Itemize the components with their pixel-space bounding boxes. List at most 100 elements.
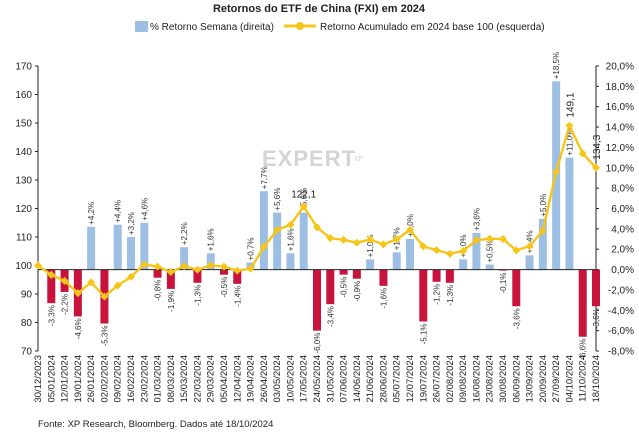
bar-value-label: +7,7% xyxy=(260,166,269,189)
x-axis-tick-label: 05/07/2024 xyxy=(392,355,403,403)
left-axis-tick-label: 170 xyxy=(15,62,32,73)
cumulative-point xyxy=(512,246,521,255)
bar-value-label: -4,6% xyxy=(74,318,83,339)
bar-value-label: +1,6% xyxy=(207,228,216,251)
left-axis-tick-label: 120 xyxy=(15,204,32,215)
x-axis-tick-label: 20/09/2024 xyxy=(538,355,549,403)
cumulative-point xyxy=(445,249,454,258)
bar-value-label: +0,5% xyxy=(486,240,495,263)
x-axis-tick-label: 26/01/2024 xyxy=(86,355,97,403)
right-axis-tick-label: 14,0% xyxy=(606,123,634,134)
x-axis-tick-label: 12/07/2024 xyxy=(405,355,416,403)
watermark-suffix: XP xyxy=(354,156,364,163)
legend-line-marker xyxy=(296,22,304,30)
cumulative-point xyxy=(326,234,335,243)
x-axis-tick-label: 09/02/2024 xyxy=(113,355,124,403)
bar-week xyxy=(352,269,361,279)
bar-week xyxy=(459,259,468,270)
bar-week xyxy=(392,252,401,270)
x-axis-tick-label: 16/02/2024 xyxy=(126,355,137,403)
left-axis-tick-label: 110 xyxy=(16,233,32,244)
bar-week xyxy=(113,224,122,270)
x-axis-tick-label: 02/02/2024 xyxy=(99,355,110,403)
cumulative-point xyxy=(565,121,574,130)
x-axis-tick-label: 04/10/2024 xyxy=(564,355,575,403)
bar-week xyxy=(578,269,587,337)
bar-value-label: -1,9% xyxy=(167,291,176,312)
bar-value-label: -1,2% xyxy=(433,284,442,305)
cumulative-point xyxy=(392,235,401,244)
bar-week xyxy=(286,253,295,270)
chart-title: Retornos do ETF de China (FXI) em 2024 xyxy=(213,3,426,15)
x-axis-tick-label: 09/08/2024 xyxy=(458,355,469,403)
bar-value-label: +5,6% xyxy=(273,188,282,211)
annotation-label: 122,1 xyxy=(291,190,316,201)
bar-value-label: -3,3% xyxy=(47,305,56,326)
cumulative-point xyxy=(352,238,361,247)
x-axis-tick-label: 13/09/2024 xyxy=(525,355,536,403)
x-axis-tick-label: 19/07/2024 xyxy=(418,355,429,403)
x-axis-tick-label: 23/08/2024 xyxy=(485,355,496,403)
bar-value-label: -1,4% xyxy=(233,286,242,307)
right-axis-tick-label: 12,0% xyxy=(606,143,634,154)
bar-value-label: -5,3% xyxy=(100,326,109,347)
cumulative-point xyxy=(379,240,388,249)
bar-value-label: +2,2% xyxy=(180,222,189,245)
cumulative-point xyxy=(459,246,468,255)
right-axis-tick-label: 0,0% xyxy=(611,265,634,276)
bar-week xyxy=(538,218,547,270)
x-axis-tick-label: 24/05/2024 xyxy=(312,355,323,403)
cumulative-point xyxy=(233,266,242,275)
left-axis-tick-label: 70 xyxy=(21,347,33,358)
x-axis-tick-label: 10/05/2024 xyxy=(285,355,296,403)
bar-value-label: +1,4% xyxy=(526,230,535,253)
bar-week xyxy=(259,191,268,270)
bar-value-label: -0,8% xyxy=(154,280,163,301)
cumulative-point xyxy=(538,226,547,235)
weekly-return-bars xyxy=(47,81,600,337)
bar-value-label: -0,5% xyxy=(220,277,229,298)
bar-week xyxy=(220,269,228,275)
bar-value-label: -3,4% xyxy=(326,306,335,327)
cumulative-point xyxy=(246,264,255,273)
bar-week xyxy=(592,269,600,307)
bar-week xyxy=(87,226,96,270)
bar-week xyxy=(127,237,135,270)
peak-annotations: 122,1 149,1 134,3 xyxy=(291,92,603,200)
x-axis-tick-label: 12/04/2024 xyxy=(232,355,243,403)
bar-week xyxy=(313,269,321,331)
cumulative-point xyxy=(153,262,162,271)
x-axis-tick-label: 12/01/2024 xyxy=(60,355,71,403)
bar-value-label: -6,6% xyxy=(579,339,588,360)
bar-value-label: -1,3% xyxy=(446,285,455,306)
cumulative-point xyxy=(180,262,189,271)
x-axis-tick-label: 05/04/2024 xyxy=(219,355,230,403)
cumulative-point xyxy=(339,235,348,244)
bar-week xyxy=(299,212,308,270)
bar-value-label: -0,9% xyxy=(353,281,362,302)
bar-value-label: +4,2% xyxy=(87,202,96,225)
left-axis-tick-label: 160 xyxy=(15,90,32,101)
x-axis-tick-label: 19/01/2024 xyxy=(73,355,84,403)
bar-value-label: +5,0% xyxy=(539,194,548,217)
cumulative-point xyxy=(286,220,295,229)
x-axis: 30/12/2023 05/01/2024 12/01/2024 19/01/2024… xyxy=(33,355,602,403)
cumulative-point xyxy=(166,268,175,277)
x-axis-tick-label: 17/05/2024 xyxy=(299,355,310,403)
bar-value-label: -3,6% xyxy=(592,308,601,329)
right-axis-tick-label: 10,0% xyxy=(606,163,634,174)
bar-value-label: +4,6% xyxy=(140,198,149,221)
legend: % Retorno Semana (direita) Retorno Acumu… xyxy=(135,21,545,33)
bar-value-label: +3,0% xyxy=(406,214,415,237)
left-axis-tick-label: 90 xyxy=(21,290,33,301)
left-axis-tick-label: 130 xyxy=(15,176,32,187)
x-axis-tick-label: 01/03/2024 xyxy=(153,355,164,403)
x-axis-tick-label: 08/03/2024 xyxy=(166,355,177,403)
bar-value-label: +18,5% xyxy=(552,52,561,79)
cumulative-point xyxy=(313,223,321,232)
bar-week xyxy=(499,269,507,271)
bar-week xyxy=(432,269,441,282)
bar-value-label: -5,1% xyxy=(419,323,428,344)
right-axis-tick-label: 6,0% xyxy=(611,204,634,215)
left-axis-tick-label: 100 xyxy=(15,261,32,272)
